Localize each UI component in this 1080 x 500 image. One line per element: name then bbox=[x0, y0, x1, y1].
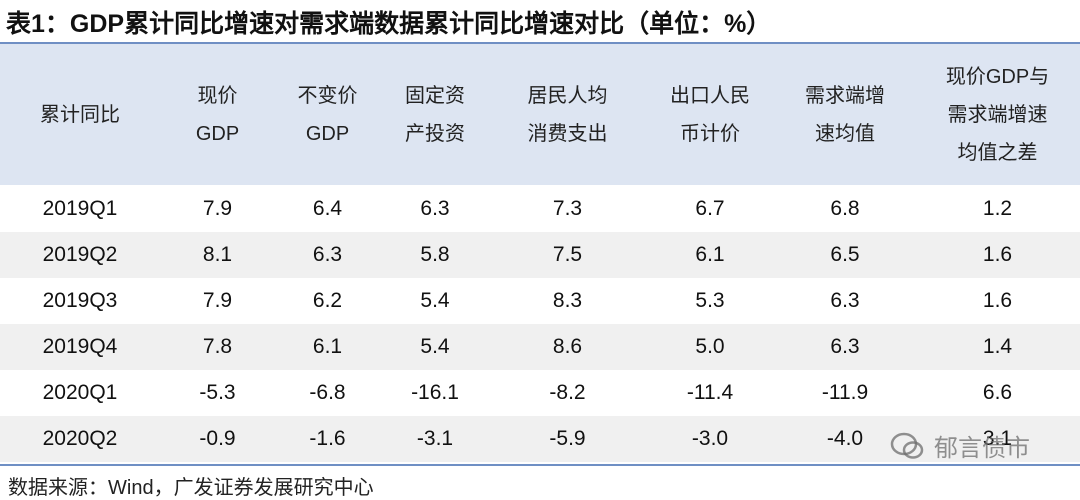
row-background bbox=[0, 416, 1080, 462]
table-cell: 6.5 bbox=[830, 243, 860, 266]
table-cell: 1.4 bbox=[982, 335, 1013, 358]
table-cell: 5.4 bbox=[420, 335, 450, 358]
header-text: GDP bbox=[195, 122, 240, 145]
header-cell: 居民人均 消费支出 bbox=[490, 44, 645, 185]
header-text: 需求端增速 bbox=[947, 103, 1048, 126]
table-cell: 6.3 bbox=[420, 197, 450, 220]
table-cell: 7.9 bbox=[202, 197, 233, 220]
table-cell: 8.6 bbox=[552, 335, 583, 358]
table-cell: 1.6 bbox=[982, 243, 1013, 266]
table-cell: 3.1 bbox=[982, 427, 1013, 450]
table-cell: 1.2 bbox=[982, 197, 1013, 220]
header-text: GDP bbox=[305, 122, 350, 145]
header-text: 现价GDP与 bbox=[945, 65, 1050, 88]
header-text: 现价 bbox=[197, 84, 238, 107]
header-text: 消费支出 bbox=[527, 122, 608, 145]
table-cell: 7.5 bbox=[552, 243, 583, 266]
table-cell: 2019Q2 bbox=[42, 243, 118, 266]
header-text: 产投资 bbox=[405, 122, 465, 145]
table-cell: -8.2 bbox=[549, 381, 586, 404]
table-cell: -0.9 bbox=[199, 427, 236, 450]
table-cell: 2019Q1 bbox=[42, 197, 118, 220]
table-cell: 5.0 bbox=[695, 335, 725, 358]
table-cell: 7.9 bbox=[202, 289, 233, 312]
table-cell: 8.1 bbox=[202, 243, 233, 266]
table-cell: 5.3 bbox=[695, 289, 725, 312]
table-cell: 2019Q4 bbox=[42, 335, 118, 358]
table-cell: 7.8 bbox=[202, 335, 233, 358]
header-cell: 需求端增 速均值 bbox=[775, 44, 915, 185]
header-text: 速均值 bbox=[815, 122, 875, 145]
source-note: 数据来源：Wind，广发证券发展研究中心 bbox=[8, 477, 374, 499]
watermark-text: 郁言债市 bbox=[934, 435, 1030, 462]
table-cell: -6.8 bbox=[309, 381, 346, 404]
row-background bbox=[0, 370, 1080, 416]
header-text: 均值之差 bbox=[957, 141, 1038, 164]
header-cell: 出口人民 币计价 bbox=[645, 44, 775, 185]
table-cell: 8.3 bbox=[552, 289, 583, 312]
header-text: 不变价 bbox=[297, 84, 358, 107]
row-background bbox=[0, 278, 1080, 324]
table-cell: 6.2 bbox=[312, 289, 343, 312]
table-cell: 6.3 bbox=[312, 243, 343, 266]
table-cell: 6.1 bbox=[312, 335, 343, 358]
table-cell: 1.6 bbox=[982, 289, 1013, 312]
header-cell: 累计同比 bbox=[0, 44, 160, 185]
table-cell: -1.6 bbox=[309, 427, 346, 450]
header-cell: 现价 GDP bbox=[160, 44, 275, 185]
header-text: 出口人民 bbox=[670, 84, 750, 107]
table-cell: -5.3 bbox=[199, 381, 236, 404]
row-background bbox=[0, 186, 1080, 232]
header-text: 居民人均 bbox=[527, 84, 608, 107]
table-cell: -3.0 bbox=[691, 427, 729, 450]
header-cell: 现价GDP与 需求端增速均值之差 bbox=[915, 44, 1080, 185]
table-cell: 7.3 bbox=[552, 197, 583, 220]
header-text: 累计同比 bbox=[40, 103, 120, 126]
wechat-icon bbox=[890, 432, 924, 459]
header-cell: 不变价 GDP bbox=[275, 44, 380, 185]
data-table: 累计同比 现价 GDP 不变价 GDP 固定资 产投资 居民人均 消费支出 出口人民 币计价 需求端增… bbox=[0, 42, 1080, 466]
table-cell: 2019Q3 bbox=[42, 289, 118, 312]
table-cell: 6.3 bbox=[830, 335, 860, 358]
header-text: 固定资 bbox=[405, 84, 465, 107]
table-cell: -11.9 bbox=[821, 381, 869, 404]
table-cell: -11.4 bbox=[686, 381, 734, 404]
table-cell: 6.3 bbox=[830, 289, 860, 312]
header-cell: 固定资 产投资 bbox=[380, 44, 490, 185]
table-cell: -4.0 bbox=[826, 427, 864, 450]
header-text: 需求端增 bbox=[805, 84, 885, 107]
table-cell: 6.1 bbox=[695, 243, 725, 266]
table-title: 表1：GDP累计同比增速对需求端数据累计同比增速对比（单位：%） bbox=[6, 10, 772, 38]
table-cell: -16.1 bbox=[411, 381, 459, 404]
table-cell: 6.4 bbox=[312, 197, 343, 220]
row-background bbox=[0, 232, 1080, 278]
table-cell: -5.9 bbox=[549, 427, 586, 450]
header-text: 币计价 bbox=[680, 122, 740, 145]
table-cell: 5.4 bbox=[420, 289, 450, 312]
table-cell: -3.1 bbox=[416, 427, 454, 450]
table-cell: 6.8 bbox=[830, 197, 860, 220]
table-cell: 6.6 bbox=[982, 381, 1013, 404]
table-cell: 6.7 bbox=[695, 197, 725, 220]
table-cell: 2020Q2 bbox=[42, 427, 118, 450]
watermark: 郁言债市 bbox=[890, 428, 1030, 463]
row-background bbox=[0, 324, 1080, 370]
table-cell: 2020Q1 bbox=[42, 381, 118, 404]
table-cell: 5.8 bbox=[420, 243, 450, 266]
